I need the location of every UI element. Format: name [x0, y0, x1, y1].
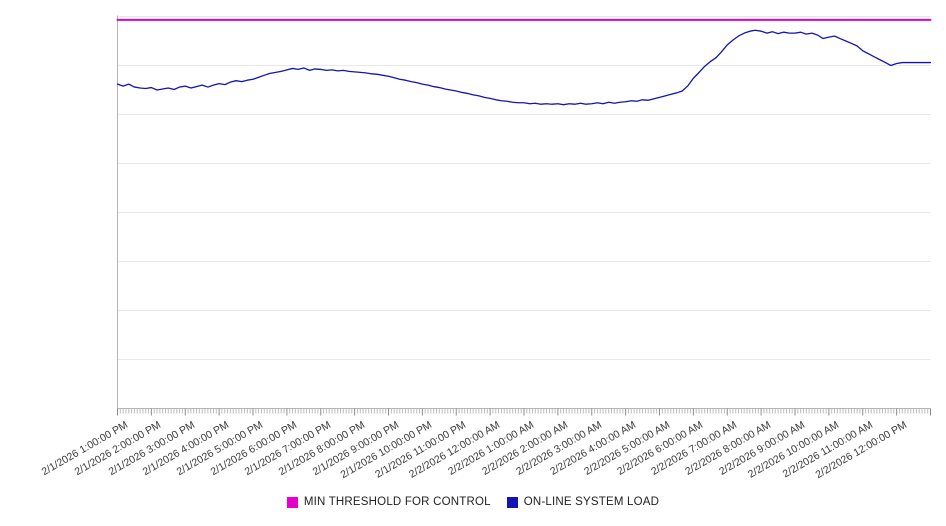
legend-label: ON-LINE SYSTEM LOAD — [523, 496, 660, 508]
gridlines — [117, 16, 931, 360]
legend-color-swatch-icon — [506, 496, 518, 508]
legend-color-swatch-icon — [286, 496, 298, 508]
chart-legend: MIN THRESHOLD FOR CONTROL ON-LINE SYSTEM … — [0, 496, 946, 508]
legend-label: MIN THRESHOLD FOR CONTROL — [303, 496, 491, 508]
x-axis-ticks — [117, 408, 931, 416]
legend-entry[interactable]: MIN THRESHOLD FOR CONTROL — [286, 496, 491, 508]
legend-entry[interactable]: ON-LINE SYSTEM LOAD — [506, 496, 660, 508]
series-lines — [116, 18, 932, 106]
series-line — [116, 29, 932, 106]
